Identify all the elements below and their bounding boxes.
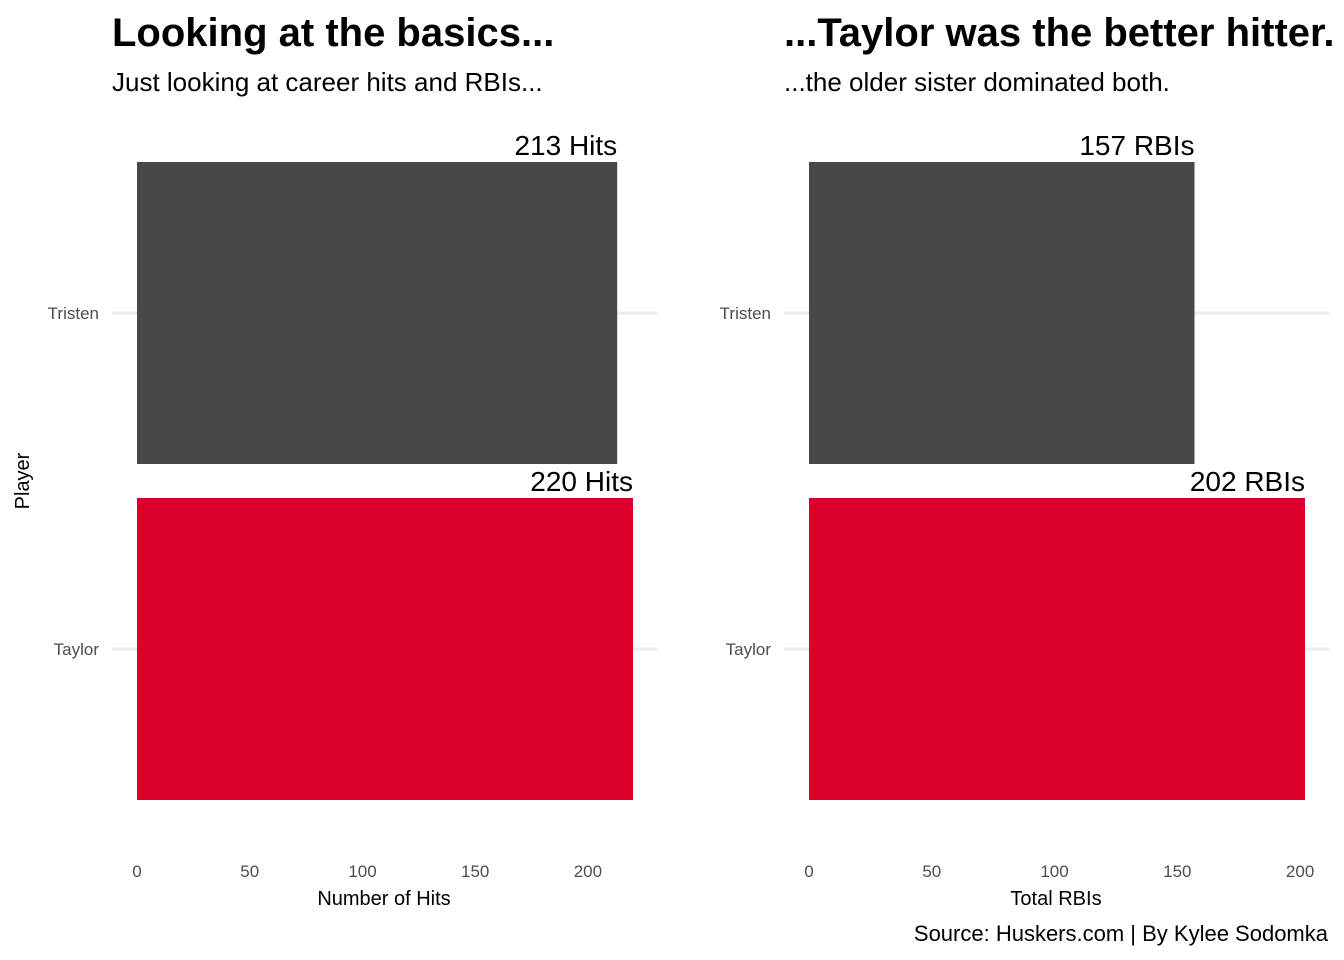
hits-y-tick-taylor: Taylor <box>54 640 100 659</box>
rbis-data-label-taylor: 202 RBIs <box>1190 466 1305 497</box>
player-y-axis-title: Player <box>12 452 34 509</box>
rbis-data-label-tristen: 157 RBIs <box>1079 130 1194 161</box>
hits-x-tick-100: 100 <box>348 862 376 881</box>
hits-x-tick-150: 150 <box>461 862 489 881</box>
rbis-y-tick-taylor: Taylor <box>726 640 772 659</box>
hits-x-tick-0: 0 <box>132 862 141 881</box>
hits-data-label-taylor: 220 Hits <box>530 466 633 497</box>
rbis-panel: ...Taylor was the better hitter. ...the … <box>720 11 1335 910</box>
rbis-x-tick-200: 200 <box>1286 862 1314 881</box>
rbis-bar-tristen <box>809 162 1195 464</box>
rbis-x-tick-100: 100 <box>1040 862 1068 881</box>
hits-x-axis-title: Number of Hits <box>317 888 450 910</box>
rbis-y-tick-tristen: Tristen <box>720 304 771 323</box>
rbis-panel-subtitle: ...the older sister dominated both. <box>784 67 1170 97</box>
hits-x-ticks: 0 50 100 150 200 <box>132 862 602 881</box>
rbis-bars: 157 RBIs 202 RBIs <box>809 130 1305 800</box>
hits-x-tick-50: 50 <box>240 862 259 881</box>
source-caption: Source: Huskers.com | By Kylee Sodomka <box>914 921 1329 946</box>
hits-bars: 213 Hits 220 Hits <box>137 130 633 800</box>
rbis-x-ticks: 0 50 100 150 200 <box>804 862 1314 881</box>
rbis-x-tick-150: 150 <box>1163 862 1191 881</box>
rbis-x-tick-50: 50 <box>922 862 941 881</box>
hits-panel: Looking at the basics... Just looking at… <box>12 11 657 910</box>
hits-data-label-tristen: 213 Hits <box>514 130 617 161</box>
rbis-x-tick-0: 0 <box>804 862 813 881</box>
hits-panel-subtitle: Just looking at career hits and RBIs... <box>112 67 543 97</box>
hits-bar-taylor <box>137 498 633 800</box>
rbis-panel-title: ...Taylor was the better hitter. <box>784 11 1335 55</box>
rbis-bar-taylor <box>809 498 1305 800</box>
hits-y-tick-tristen: Tristen <box>48 304 99 323</box>
hits-x-tick-200: 200 <box>574 862 602 881</box>
hits-panel-title: Looking at the basics... <box>112 11 554 55</box>
hits-bar-tristen <box>137 162 618 464</box>
rbis-x-axis-title: Total RBIs <box>1010 888 1101 910</box>
